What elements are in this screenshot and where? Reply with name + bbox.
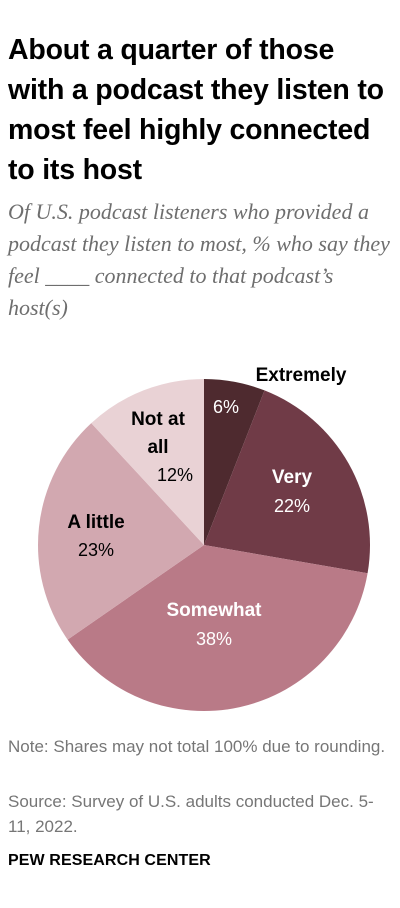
chart-title: About a quarter of those with a podcast … xyxy=(8,34,384,186)
pie-slice-extremely xyxy=(204,379,265,545)
slice-value-very: 22% xyxy=(274,496,310,516)
pie-slice-a-little xyxy=(37,423,205,640)
slice-value-not-at-all: 12% xyxy=(157,465,193,485)
note-text: Note: Shares may not total 100% due to r… xyxy=(8,737,386,756)
pie-slice-very xyxy=(204,390,371,574)
slice-value-extremely: 6% xyxy=(213,397,239,417)
source-text: Source: Survey of U.S. adults conducted … xyxy=(8,792,374,836)
slice-label-very: Very xyxy=(272,467,313,488)
slice-label-extremely: Extremely xyxy=(256,365,347,386)
pew-research-logo: PEW RESEARCH CENTER xyxy=(8,852,211,869)
chart-subtitle: Of U.S. podcast listeners who provided a… xyxy=(8,199,390,320)
slice-value-somewhat: 38% xyxy=(196,629,232,649)
slice-value-a-little: 23% xyxy=(78,540,114,560)
slice-label-a-little: A little xyxy=(67,512,124,533)
slice-label-somewhat: Somewhat xyxy=(166,600,262,621)
pie-slice-somewhat xyxy=(67,545,368,712)
slice-label-not-at-all: Not at all xyxy=(131,409,186,458)
pie-chart: Extremely 6% Very 22% Somewhat 38% A little 23%… xyxy=(37,365,371,712)
pie-slice-not-at-all xyxy=(91,379,204,545)
